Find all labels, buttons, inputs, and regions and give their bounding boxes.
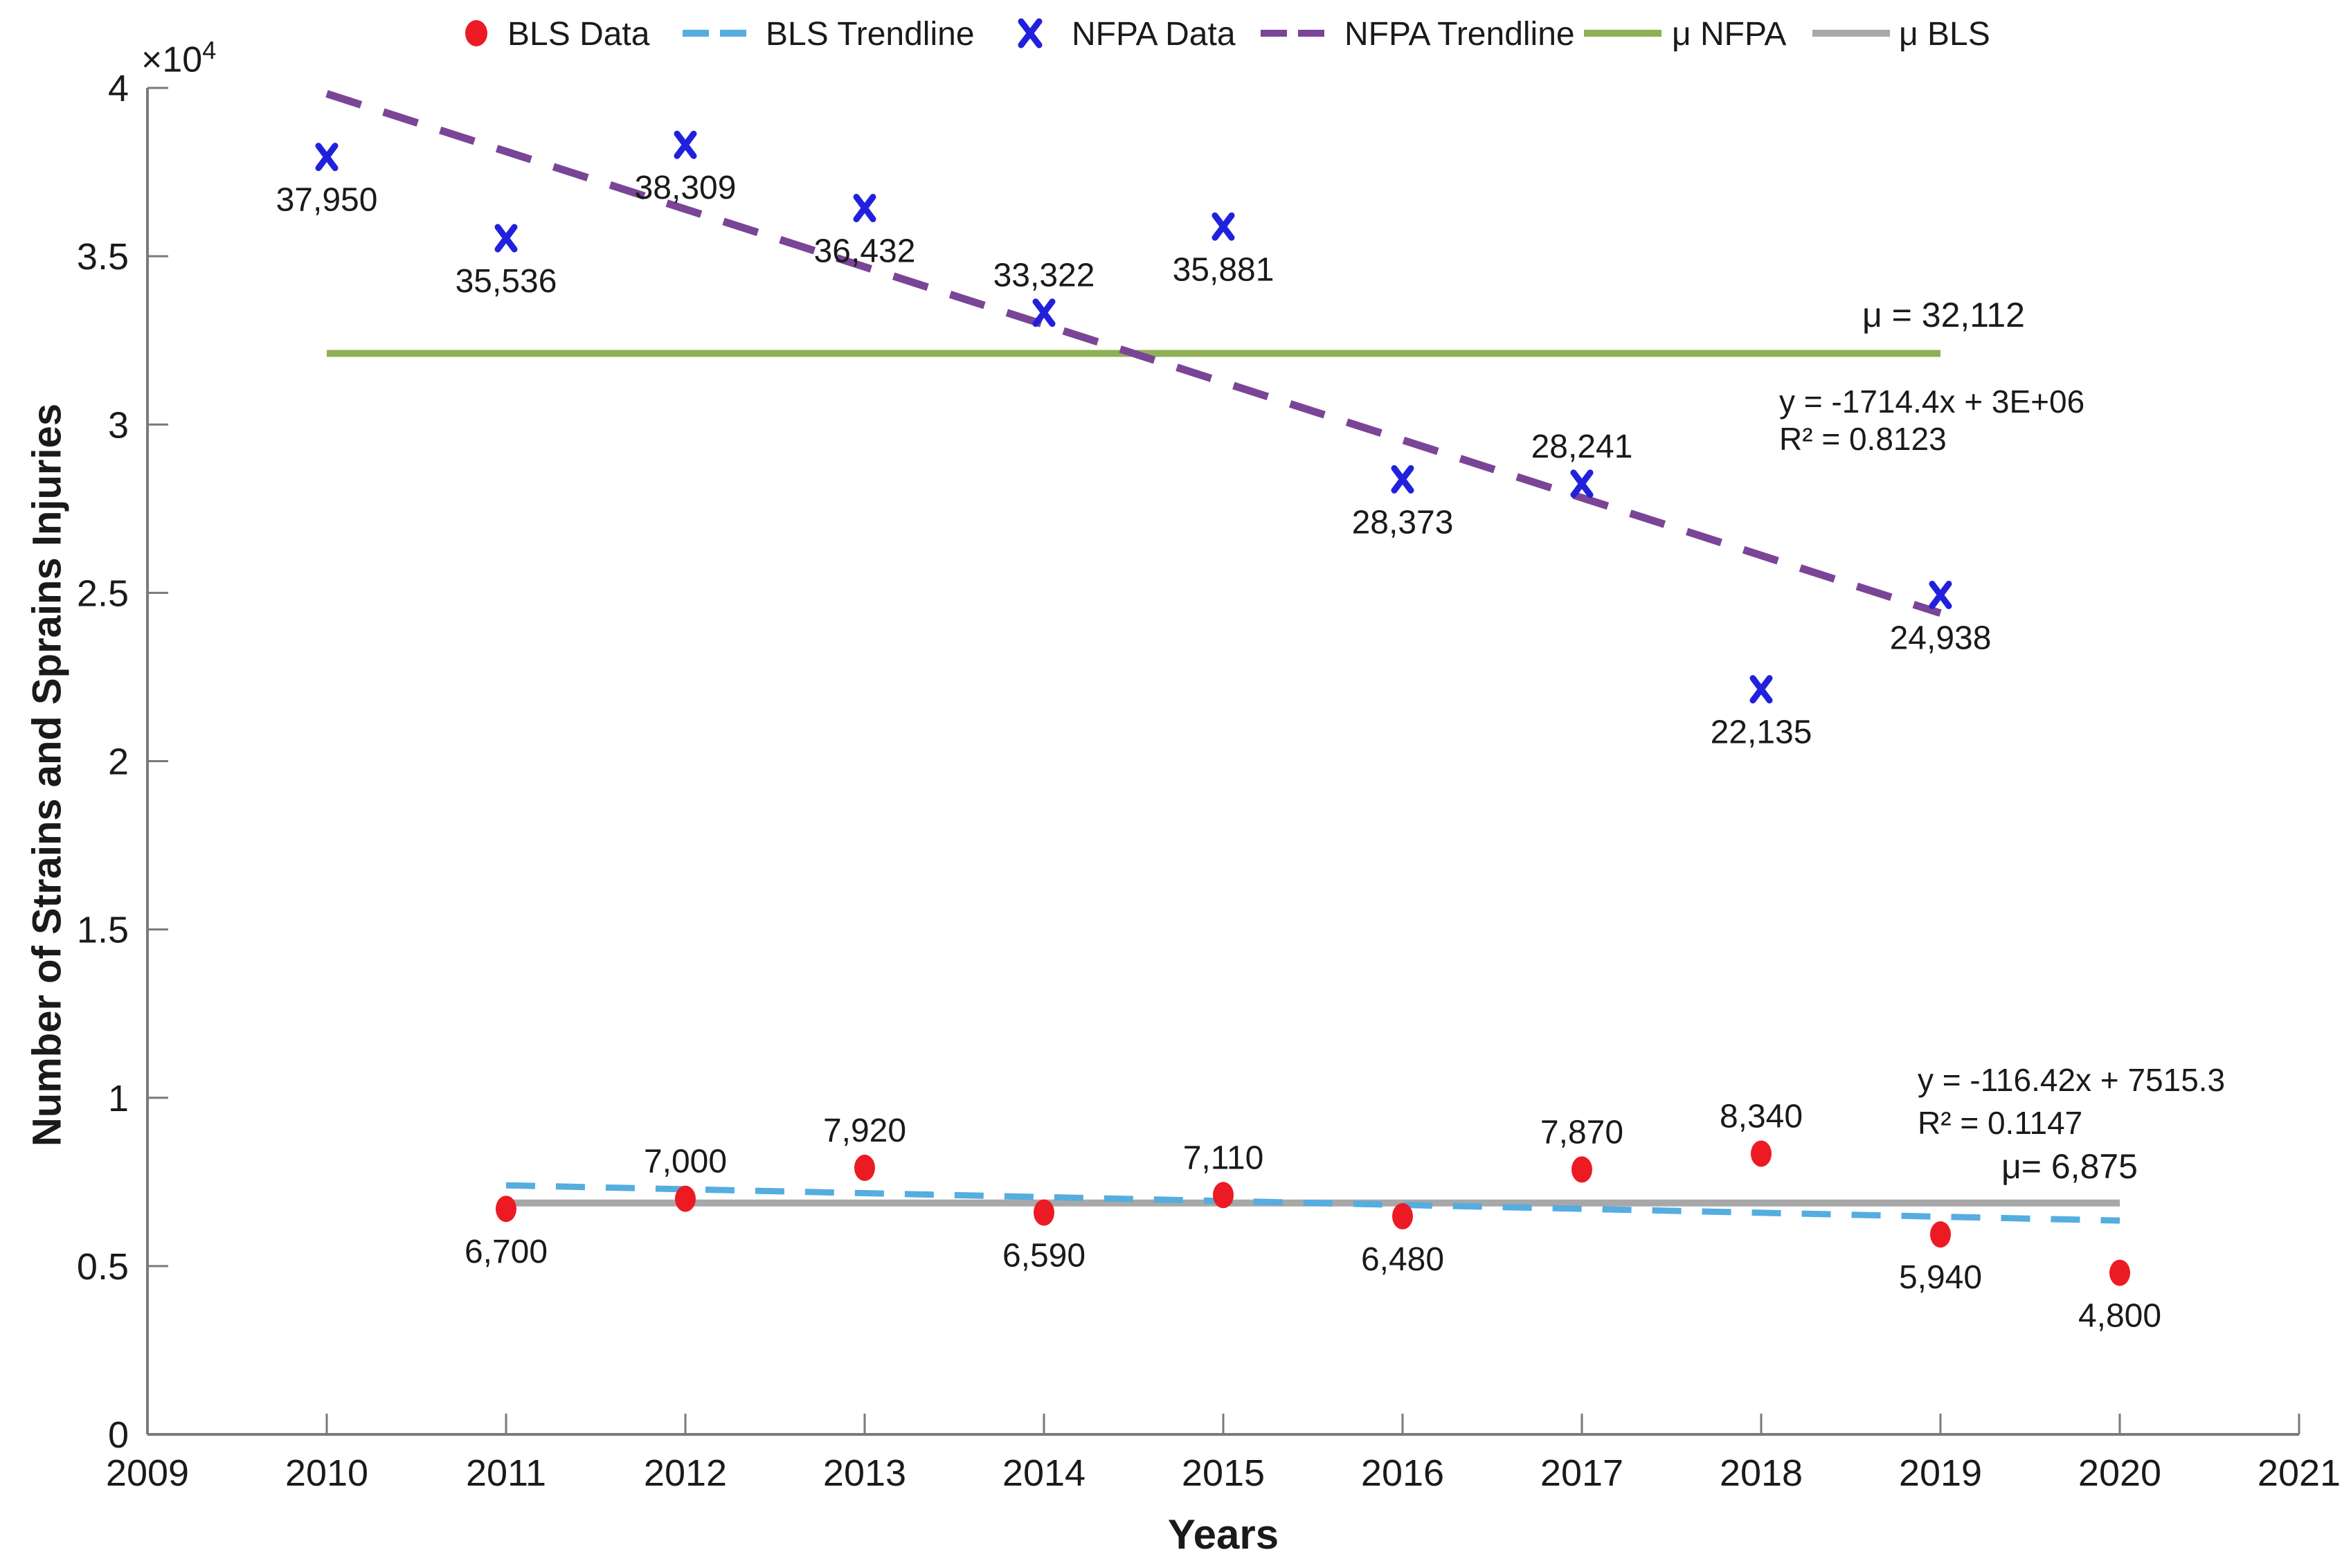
bls-point-label: 6,480 — [1361, 1241, 1444, 1278]
bls-point-2013 — [854, 1154, 875, 1181]
y-tick-label: 0.5 — [77, 1246, 129, 1288]
bls-point-label: 6,590 — [1002, 1238, 1086, 1274]
bls-point-2019 — [1930, 1221, 1951, 1248]
nfpa-point-label: 22,135 — [1711, 714, 1812, 751]
bls-point-2011 — [496, 1196, 516, 1223]
bls-point-label: 7,920 — [823, 1112, 906, 1149]
legend-label-5: μ BLS — [1899, 16, 1990, 53]
nfpa-point-label: 35,536 — [456, 263, 557, 300]
nfpa-point-2011 — [494, 224, 518, 253]
nfpa-point-label: 37,950 — [276, 182, 378, 219]
x-tick-label: 2015 — [1182, 1452, 1265, 1494]
x-tick-label: 2009 — [106, 1452, 189, 1494]
bls-r2: R² = 0.1147 — [1918, 1105, 2082, 1141]
bls-point-label: 7,110 — [1183, 1139, 1264, 1176]
x-tick-label: 2017 — [1540, 1452, 1623, 1494]
legend-x-icon — [1018, 18, 1043, 48]
legend-label-3: NFPA Trendline — [1344, 16, 1575, 53]
y-tick-label: 3.5 — [77, 236, 129, 278]
x-tick-label: 2018 — [1720, 1452, 1803, 1494]
x-tick-label: 2019 — [1899, 1452, 1982, 1494]
nfpa-point-2012 — [674, 130, 697, 159]
legend-dot-icon — [465, 20, 487, 46]
y-tick-label: 0 — [108, 1414, 129, 1456]
bls-point-label: 4,800 — [2078, 1298, 2161, 1335]
nfpa-point-2014 — [1032, 298, 1056, 327]
y-tick-label: 2.5 — [77, 573, 129, 614]
nfpa-point-2017 — [1570, 469, 1594, 498]
bls-point-2020 — [2109, 1259, 2130, 1286]
nfpa-point-2010 — [315, 143, 339, 172]
bls-point-2016 — [1392, 1202, 1413, 1229]
x-tick-label: 2010 — [285, 1452, 368, 1494]
bls-point-2018 — [1751, 1140, 1772, 1167]
nfpa-trendline — [325, 90, 1942, 617]
legend-label-1: BLS Trendline — [766, 16, 975, 53]
legend-label-0: BLS Data — [507, 16, 650, 53]
bls-trendline — [505, 1182, 2120, 1224]
x-tick-label: 2011 — [466, 1452, 546, 1494]
x-tick-label: 2021 — [2258, 1452, 2341, 1494]
nfpa-point-label: 35,881 — [1173, 251, 1274, 288]
bls-point-label: 6,700 — [465, 1234, 548, 1270]
y-axis-title: Number of Strains and Sprains Injuries — [24, 403, 70, 1147]
nfpa-point-2019 — [1929, 580, 1952, 609]
nfpa-point-label: 36,432 — [814, 233, 916, 269]
legend-label-4: μ NFPA — [1672, 16, 1786, 53]
x-tick-label: 2013 — [823, 1452, 906, 1494]
bls-eq: y = -116.42x + 7515.3 — [1918, 1062, 2225, 1098]
nfpa-point-2018 — [1749, 675, 1773, 704]
nfpa-eq: y = -1714.4x + 3E+06 — [1779, 384, 2084, 420]
x-axis-title: Years — [1167, 1511, 1279, 1558]
mu-nfpa-label: μ = 32,112 — [1862, 296, 2025, 334]
y-tick-label: 2 — [108, 741, 129, 783]
bls-point-2012 — [675, 1185, 696, 1212]
x-tick-label: 2020 — [2078, 1452, 2161, 1494]
y-axis-multiplier: ×104 — [141, 36, 217, 80]
bls-point-label: 5,940 — [1899, 1259, 1982, 1296]
bls-point-2014 — [1034, 1199, 1054, 1226]
bls-point-label: 7,000 — [644, 1144, 727, 1180]
y-tick-label: 1 — [108, 1078, 129, 1119]
nfpa-point-2016 — [1391, 465, 1414, 494]
y-tick-label: 3 — [108, 404, 129, 446]
nfpa-point-label: 28,241 — [1531, 429, 1633, 465]
x-tick-label: 2012 — [644, 1452, 727, 1494]
y-tick-label: 4 — [108, 68, 129, 109]
legend-label-2: NFPA Data — [1072, 16, 1236, 53]
nfpa-point-label: 38,309 — [635, 170, 737, 206]
nfpa-point-label: 33,322 — [993, 258, 1095, 294]
nfpa-point-label: 28,373 — [1352, 504, 1454, 541]
x-tick-label: 2016 — [1361, 1452, 1444, 1494]
nfpa-point-label: 24,938 — [1890, 620, 1992, 656]
bls-point-label: 8,340 — [1720, 1098, 1803, 1135]
bls-point-2015 — [1213, 1182, 1234, 1209]
mu-bls-label: μ= 6,875 — [2001, 1147, 2138, 1186]
bls-point-2017 — [1571, 1156, 1592, 1183]
nfpa-point-2015 — [1211, 212, 1235, 241]
x-tick-label: 2014 — [1002, 1452, 1086, 1494]
bls-point-label: 7,870 — [1540, 1114, 1623, 1151]
nfpa-r2: R² = 0.8123 — [1779, 421, 1947, 457]
nfpa-point-2013 — [853, 193, 876, 222]
y-tick-label: 1.5 — [77, 910, 129, 951]
